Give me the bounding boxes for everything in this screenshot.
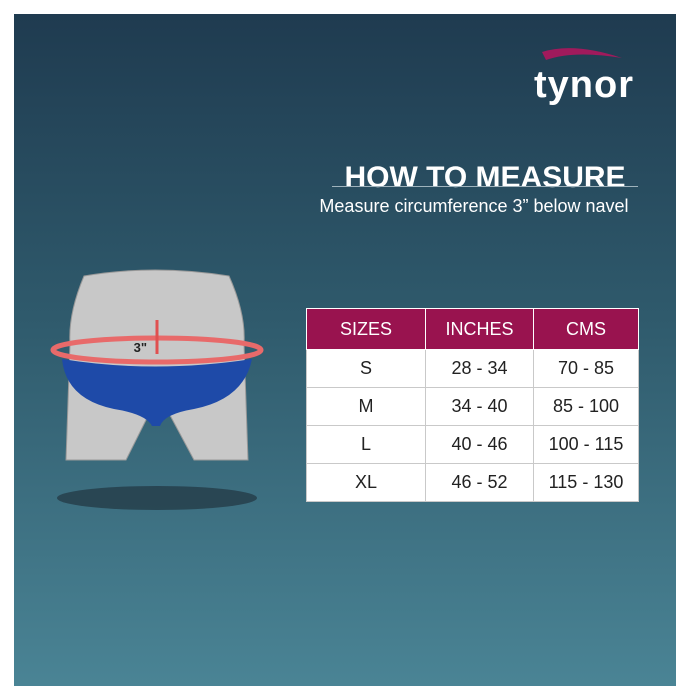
title-rule: [332, 186, 638, 187]
background-panel: 3" tynor HOW TO MEASURE Measure circumfe…: [14, 14, 676, 686]
title: HOW TO MEASURE: [344, 161, 626, 194]
brief: [62, 359, 252, 426]
table-row: L 40 - 46 100 - 115: [306, 425, 639, 464]
table-cell: 115 - 130: [533, 463, 639, 502]
measure-label: 3": [134, 340, 147, 355]
shadow: [57, 486, 257, 510]
table-body: S 28 - 34 70 - 85 M 34 - 40 85 - 100 L 40 - 46 1…: [306, 349, 639, 502]
table-cell: 46 - 52: [425, 463, 534, 502]
table-cell: XL: [306, 463, 426, 502]
table-cell: S: [306, 349, 426, 388]
table-cell: L: [306, 425, 426, 464]
table-cell: 70 - 85: [533, 349, 639, 388]
header-row: SIZES INCHES CMS: [306, 308, 639, 350]
mannequin: [65, 269, 249, 461]
column-header: INCHES: [425, 308, 534, 350]
column-header: CMS: [533, 308, 639, 350]
table-cell: 85 - 100: [533, 387, 639, 426]
table-cell: 28 - 34: [425, 349, 534, 388]
subtitle: Measure circumference 3” below navel: [319, 196, 629, 216]
table-cell: 40 - 46: [425, 425, 534, 464]
table-row: XL 46 - 52 115 - 130: [306, 463, 639, 502]
illustration: 3": [50, 48, 622, 510]
table-row: S 28 - 34 70 - 85: [306, 349, 639, 388]
table-row: M 34 - 40 85 - 100: [306, 387, 639, 426]
size-table: SIZES INCHES CMS S 28 - 34 70 - 85 M 34 - 40 85…: [306, 308, 639, 502]
logo-swoosh: [542, 48, 622, 60]
table-cell: 100 - 115: [533, 425, 639, 464]
brand-logo: tynor: [534, 64, 634, 106]
table-cell: M: [306, 387, 426, 426]
column-header: SIZES: [306, 308, 426, 350]
table-cell: 34 - 40: [425, 387, 534, 426]
